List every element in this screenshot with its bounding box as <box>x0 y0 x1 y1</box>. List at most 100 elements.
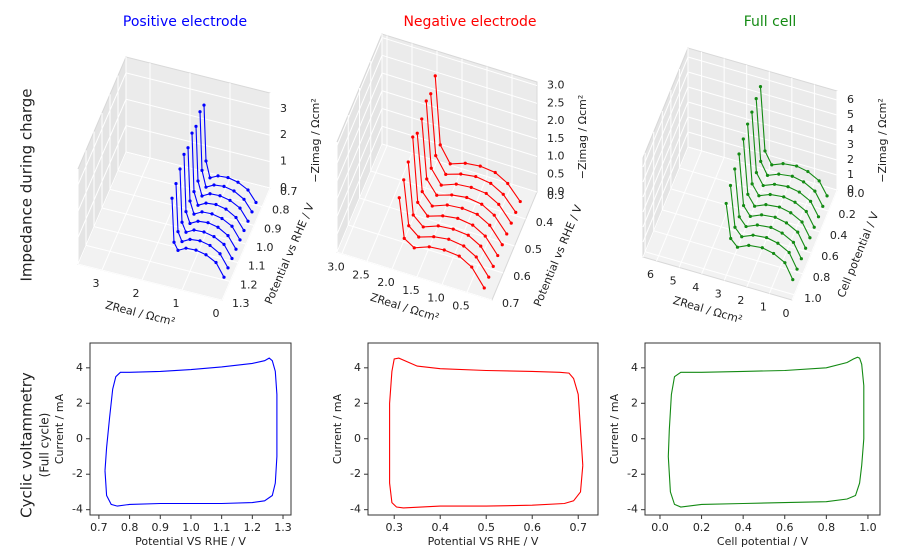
curve-point <box>505 232 509 236</box>
curve-point <box>760 246 764 250</box>
grid-line <box>642 86 689 198</box>
curve-point <box>212 235 216 239</box>
curve-point <box>817 179 821 183</box>
plot-frame <box>644 342 881 516</box>
curve-point <box>497 202 501 206</box>
x-tick-label: 1.3 <box>274 521 292 534</box>
curve-point <box>493 170 497 175</box>
curve-point <box>748 214 752 218</box>
grid-line <box>336 126 383 235</box>
y-tick-label: 1.1 <box>248 260 266 273</box>
curve-point <box>796 230 800 234</box>
curve-point <box>514 210 518 214</box>
y-tick-label: -2 <box>350 467 361 480</box>
y-tick-label: 1.3 <box>232 297 250 310</box>
grid-line <box>336 55 383 164</box>
y-tick-label: 4 <box>76 361 83 374</box>
curve-point <box>782 195 786 199</box>
x-tick-label: 3.0 <box>327 261 345 274</box>
grid-line <box>336 108 383 217</box>
curve-point <box>737 215 741 219</box>
curve-point <box>412 246 416 250</box>
curve-point <box>474 255 478 259</box>
curve-point <box>456 216 460 220</box>
y-tick-label: 0.6 <box>821 250 839 263</box>
y-tick-label: 0 <box>631 432 638 445</box>
y-tick-label: 0.3 <box>547 189 565 202</box>
curve-point <box>825 194 829 198</box>
x-tick-label: 1 <box>173 297 180 310</box>
grid-line <box>642 131 689 243</box>
impedance-curve <box>202 103 258 205</box>
x-tick-label: 0.6 <box>776 521 794 534</box>
curve-line <box>203 105 257 203</box>
curve-point <box>202 103 206 107</box>
grid-line <box>670 188 820 233</box>
curve-line <box>738 153 807 249</box>
curve-line <box>191 133 245 231</box>
plot-frame <box>367 342 599 516</box>
x-tick-label: 1.5 <box>402 284 420 297</box>
grid-line <box>77 99 127 212</box>
impedance-curve <box>174 182 230 270</box>
curve-point <box>804 209 808 214</box>
grid-line <box>77 263 223 301</box>
x-tick-label: 0.4 <box>734 521 752 534</box>
curve-point <box>218 194 222 198</box>
curve-point <box>184 230 188 234</box>
impedance-curve <box>186 146 242 242</box>
y-tick-label: 0.7 <box>502 297 520 310</box>
curve-point <box>771 251 776 256</box>
curve-point <box>740 235 744 239</box>
x-tick-label: 0.9 <box>152 521 170 534</box>
x-axis-title: Potential VS RHE / V <box>135 535 246 548</box>
curve-point <box>492 213 496 217</box>
curve-line <box>403 179 490 278</box>
grid-line <box>662 209 812 254</box>
curve-point <box>491 264 495 268</box>
curve-point <box>737 152 741 156</box>
curve-point <box>459 172 463 176</box>
grid-line <box>109 188 255 226</box>
grid-line <box>336 37 383 146</box>
z-tick-label: 2 <box>847 153 854 166</box>
grid-line <box>336 90 383 199</box>
curve-point <box>460 206 464 210</box>
curve-line <box>412 136 499 256</box>
z-tick-label: 5 <box>847 108 854 121</box>
curve-point <box>821 204 825 208</box>
curve-point <box>769 225 773 230</box>
grid-line <box>381 125 538 175</box>
curve-point <box>735 245 740 249</box>
x-tick-label: 1.0 <box>427 292 445 305</box>
curve-point <box>196 203 200 207</box>
curve-point <box>757 194 761 198</box>
z-tick-label: 2 <box>280 128 287 141</box>
curve-point <box>763 149 767 153</box>
curve-point <box>445 203 449 207</box>
curve-point <box>444 172 448 176</box>
z-axis-title: −Zimag / Ωcm² <box>876 98 889 183</box>
grid-line <box>77 125 127 238</box>
row-label: Cyclic voltammetry <box>18 372 36 518</box>
x-tick-label: 3 <box>93 277 100 290</box>
x-tick-label: 0.6 <box>523 521 541 534</box>
z-tick-label: 2.0 <box>547 114 565 127</box>
curve-point <box>432 235 436 239</box>
curve-point <box>812 225 816 229</box>
curve-point <box>768 192 772 197</box>
curve-point <box>402 236 406 240</box>
x-tick-label: 6 <box>647 268 654 281</box>
curve-point <box>729 236 733 241</box>
y-tick-label: 0.5 <box>525 243 543 256</box>
impedance-curve <box>178 167 234 261</box>
z-tick-label: 1 <box>847 168 854 181</box>
curve-point <box>411 213 415 217</box>
grid-line <box>381 72 538 122</box>
curve-line <box>425 100 512 224</box>
curve-point <box>254 200 258 205</box>
curve-point <box>415 131 419 135</box>
curve-line <box>430 93 517 213</box>
x-tick-label: 2.5 <box>352 268 370 281</box>
